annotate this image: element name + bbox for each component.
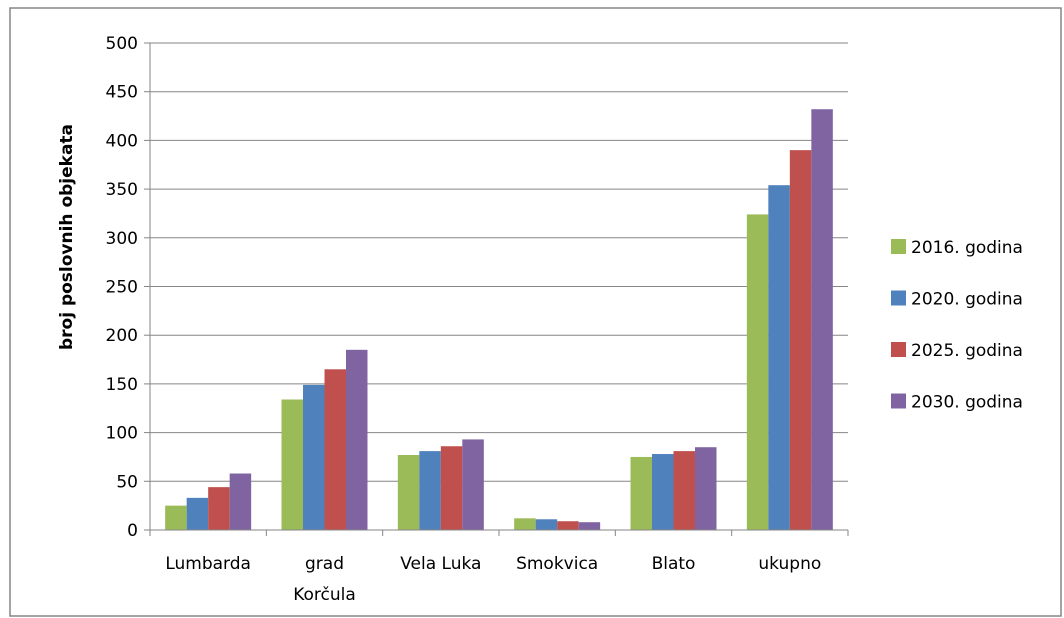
legend: 2016. godina 2020. godina 2025. godina 2030…	[891, 238, 1023, 413]
y-tick-label: 300	[106, 229, 138, 249]
y-axis-label: broj poslovnih objekata	[57, 124, 77, 350]
bar	[303, 384, 325, 530]
bar	[462, 439, 484, 530]
x-tick-label: Smokvica	[516, 554, 598, 574]
y-tick-label: 0	[127, 521, 138, 541]
y-tick-label: 400	[106, 131, 138, 151]
x-tick-label: Lumbarda	[165, 554, 251, 574]
bar	[281, 399, 303, 530]
legend-entry: 2025. godina	[911, 341, 1023, 361]
bar	[419, 451, 441, 530]
bar	[324, 369, 346, 530]
legend-entry: 2016. godina	[911, 238, 1023, 258]
bar	[789, 150, 812, 530]
bar	[535, 519, 558, 530]
gridlines	[150, 42, 848, 482]
y-tick-label: 150	[106, 375, 138, 395]
bar	[186, 497, 209, 530]
y-axis-ticks: 0 50 100 150 200 250 300 350 400 450 500	[106, 34, 150, 541]
bar	[165, 505, 187, 530]
y-tick-label: 250	[106, 278, 138, 298]
legend-swatch	[891, 290, 906, 306]
x-tick-label: ukupno	[758, 554, 821, 574]
bar	[514, 518, 536, 530]
legend-swatch	[891, 393, 906, 409]
y-tick-label: 500	[106, 34, 138, 54]
bar	[652, 454, 674, 530]
y-tick-label: 200	[106, 326, 138, 346]
bar	[229, 473, 252, 530]
bar	[630, 456, 652, 530]
bar	[557, 521, 579, 530]
y-tick-label: 100	[106, 424, 138, 444]
bar	[578, 522, 601, 530]
bar	[695, 447, 717, 530]
y-tick-label: 50	[116, 472, 138, 492]
axes	[149, 43, 849, 536]
legend-entry: 2020. godina	[911, 290, 1023, 310]
bar	[397, 455, 420, 530]
legend-swatch	[891, 342, 906, 357]
bar	[768, 185, 790, 531]
x-tick-label: Vela Luka	[400, 554, 481, 574]
y-tick-label: 350	[106, 180, 138, 200]
bar	[673, 451, 695, 530]
bars	[165, 109, 833, 531]
x-tick-label: grad	[305, 554, 344, 574]
bar	[208, 487, 230, 530]
bar	[440, 446, 463, 530]
legend-swatch	[891, 239, 906, 254]
bar	[811, 109, 833, 531]
x-tick-label: Blato	[652, 554, 696, 574]
bar	[346, 349, 368, 530]
legend-entry: 2030. godina	[911, 393, 1023, 413]
bar	[746, 214, 769, 530]
x-tick-label: Korčula	[293, 585, 356, 605]
x-axis-categories: Lumbarda grad Korčula Vela Luka Smokvica Blat…	[165, 554, 821, 605]
y-tick-label: 450	[106, 83, 138, 103]
